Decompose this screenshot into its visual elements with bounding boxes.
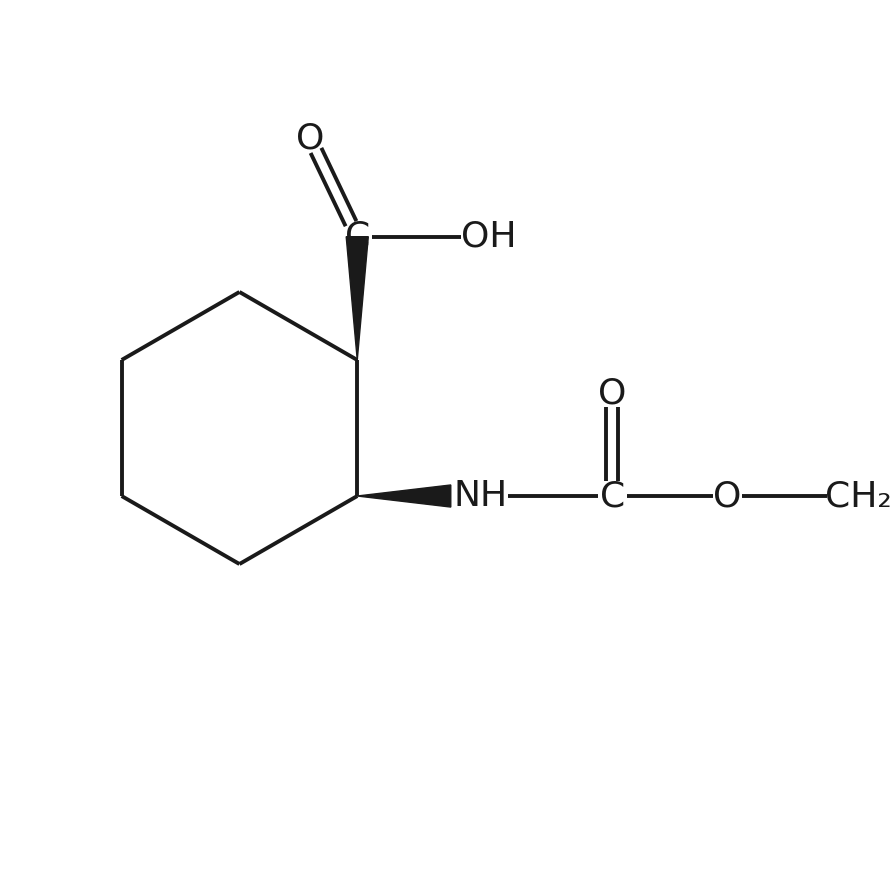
Text: O: O: [713, 479, 741, 513]
Text: C: C: [344, 220, 370, 254]
Text: O: O: [296, 122, 325, 156]
Polygon shape: [357, 485, 450, 507]
Polygon shape: [346, 237, 368, 360]
Text: CH₂: CH₂: [826, 479, 890, 513]
Text: NH: NH: [454, 479, 507, 513]
Text: O: O: [598, 377, 627, 411]
Text: C: C: [600, 479, 625, 513]
Text: OH: OH: [461, 220, 517, 254]
